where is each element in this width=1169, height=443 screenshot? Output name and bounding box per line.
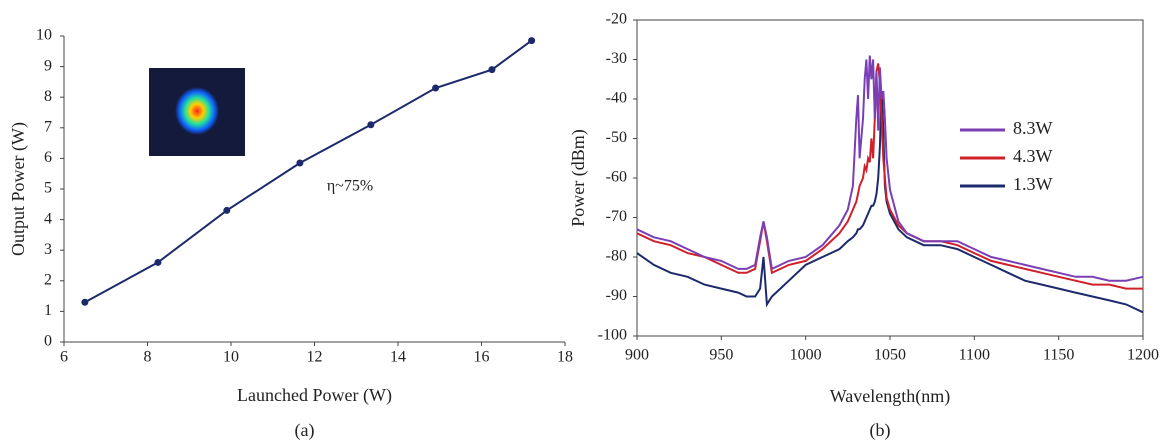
y-axis-title: Output Power (W) — [8, 122, 29, 256]
legend-label: 8.3W — [1013, 118, 1053, 138]
y-tick-label: -80 — [606, 248, 627, 265]
y-tick-label: 9 — [44, 57, 52, 74]
data-point — [154, 258, 162, 266]
beam-spot — [175, 87, 219, 135]
y-tick-label: -20 — [606, 11, 627, 28]
y-tick-label: 1 — [44, 302, 52, 319]
data-point — [223, 206, 231, 214]
y-tick-label: 2 — [44, 271, 52, 288]
annotation: η~75% — [327, 178, 373, 195]
y-tick-label: -70 — [606, 208, 627, 225]
data-point — [528, 37, 536, 45]
y-tick-label: -30 — [606, 50, 627, 67]
x-tick-label: 8 — [144, 349, 152, 366]
y-tick-label: 0 — [44, 333, 52, 350]
plot-frame — [636, 19, 1144, 337]
y-axis-title: Power (dBm) — [568, 129, 589, 227]
legend-label: 1.3W — [1013, 174, 1053, 194]
x-tick-label: 14 — [390, 349, 406, 366]
y-tick-label: -100 — [598, 327, 627, 344]
data-point — [432, 84, 440, 92]
x-tick-label: 10 — [223, 349, 239, 366]
data-point — [488, 66, 496, 74]
y-tick-label: -40 — [606, 90, 627, 107]
y-tick-label: 8 — [44, 88, 52, 105]
x-tick-label: 12 — [307, 349, 323, 366]
x-axis-title: Launched Power (W) — [237, 385, 392, 406]
data-point — [367, 121, 375, 129]
x-tick-label: 1000 — [790, 347, 822, 364]
y-tick-label: 3 — [44, 241, 52, 258]
data-point — [296, 159, 304, 167]
x-tick-label: 6 — [60, 349, 68, 366]
y-tick-label: 7 — [44, 118, 52, 135]
x-tick-label: 950 — [709, 347, 733, 364]
x-tick-label: 1200 — [1127, 347, 1159, 364]
y-tick-label: -50 — [606, 129, 627, 146]
x-tick-label: 1150 — [1043, 347, 1074, 364]
x-axis-title: Wavelength(nm) — [830, 386, 951, 407]
x-tick-label: 1050 — [874, 347, 906, 364]
data-line — [84, 39, 533, 304]
data-line — [636, 91, 1144, 314]
y-tick-label: -90 — [606, 287, 627, 304]
x-tick-label: 900 — [625, 347, 649, 364]
data-line — [636, 63, 1143, 290]
x-tick-label: 1100 — [959, 347, 990, 364]
y-tick-label: 5 — [44, 180, 52, 197]
y-tick-label: -60 — [606, 169, 627, 186]
caption: (b) — [870, 420, 891, 441]
y-tick-label: 10 — [36, 27, 52, 44]
x-tick-label: 16 — [474, 349, 490, 366]
legend-label: 4.3W — [1013, 146, 1053, 166]
y-tick-label: 4 — [44, 210, 52, 227]
data-point — [81, 298, 89, 306]
y-tick-label: 6 — [44, 149, 52, 166]
caption: (a) — [295, 420, 315, 441]
data-line — [636, 55, 1144, 282]
x-tick-label: 18 — [557, 349, 573, 366]
